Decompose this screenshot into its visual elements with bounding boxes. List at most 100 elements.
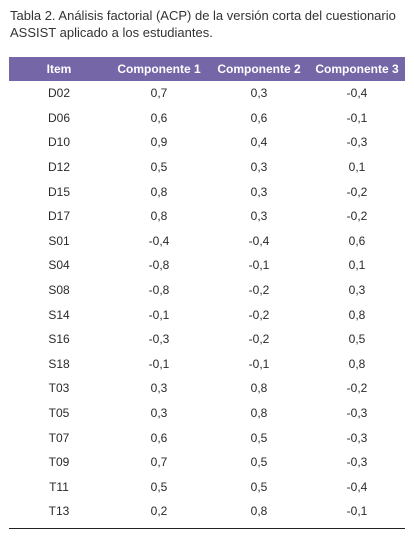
component-2-cell: 0,3 bbox=[250, 86, 268, 101]
component-2-cell: 0,4 bbox=[250, 135, 268, 150]
component-1-cell: 0,8 bbox=[150, 209, 168, 224]
component-3-cell: 0,1 bbox=[348, 160, 366, 175]
table-body: D02 0,7 0,3 -0,4 D06 0,6 0,6 -0,1 D10 0,9 0,4 -0,3 D… bbox=[9, 81, 405, 524]
table-caption: Tabla 2. Análisis factorial (ACP) de la … bbox=[10, 8, 396, 40]
component-2-cell: 0,5 bbox=[250, 455, 268, 470]
item-cell: S04 bbox=[48, 258, 70, 273]
table-row: S16 -0,3 -0,2 0,5 bbox=[9, 327, 405, 352]
item-cell: D17 bbox=[47, 209, 70, 224]
component-1-cell: -0,8 bbox=[148, 283, 170, 298]
component-1-cell: -0,1 bbox=[148, 356, 170, 371]
component-2-cell: -0,4 bbox=[248, 233, 270, 248]
item-cell: S16 bbox=[48, 332, 70, 347]
column-header-item: Item bbox=[46, 62, 72, 76]
component-3-cell: -0,3 bbox=[346, 406, 368, 421]
component-2-cell: -0,1 bbox=[248, 258, 270, 273]
table-row: D10 0,9 0,4 -0,3 bbox=[9, 130, 405, 155]
component-1-cell: 0,7 bbox=[150, 86, 168, 101]
table-row: S08 -0,8 -0,2 0,3 bbox=[9, 278, 405, 303]
item-cell: D02 bbox=[47, 86, 70, 101]
table-row: S18 -0,1 -0,1 0,8 bbox=[9, 352, 405, 377]
table-row: T09 0,7 0,5 -0,3 bbox=[9, 450, 405, 475]
component-2-cell: -0,2 bbox=[248, 307, 270, 322]
component-1-cell: 0,5 bbox=[150, 479, 168, 494]
component-2-cell: 0,5 bbox=[250, 430, 268, 445]
item-cell: T07 bbox=[48, 430, 70, 445]
item-cell: T11 bbox=[49, 479, 69, 494]
component-3-cell: 0,6 bbox=[348, 233, 366, 248]
column-header-component-1: Componente 1 bbox=[117, 62, 201, 76]
component-3-cell: -0,2 bbox=[346, 381, 368, 396]
item-cell: S14 bbox=[48, 307, 70, 322]
table-row: T05 0,3 0,8 -0,3 bbox=[9, 401, 405, 426]
component-2-cell: 0,3 bbox=[250, 160, 268, 175]
component-2-cell: 0,8 bbox=[250, 381, 268, 396]
column-header-component-3: Componente 3 bbox=[315, 62, 399, 76]
item-cell: T05 bbox=[48, 406, 70, 421]
component-3-cell: 0,8 bbox=[348, 307, 366, 322]
component-3-cell: -0,3 bbox=[346, 430, 368, 445]
table-row: T13 0,2 0,8 -0,1 bbox=[9, 499, 405, 524]
component-2-cell: 0,8 bbox=[250, 504, 268, 519]
component-2-cell: -0,2 bbox=[248, 332, 270, 347]
item-cell: S08 bbox=[48, 283, 70, 298]
component-3-cell: -0,2 bbox=[346, 184, 368, 199]
component-1-cell: 0,7 bbox=[150, 455, 168, 470]
table-header-row: Item Componente 1 Componente 2 Component… bbox=[9, 57, 405, 81]
component-2-cell: 0,3 bbox=[250, 209, 268, 224]
item-cell: D10 bbox=[47, 135, 70, 150]
component-1-cell: 0,3 bbox=[150, 381, 168, 396]
component-1-cell: -0,4 bbox=[148, 233, 170, 248]
item-cell: D15 bbox=[47, 184, 70, 199]
component-1-cell: -0,1 bbox=[148, 307, 170, 322]
table-row: S14 -0,1 -0,2 0,8 bbox=[9, 302, 405, 327]
component-3-cell: 0,5 bbox=[348, 332, 366, 347]
component-3-cell: -0,1 bbox=[346, 110, 368, 125]
item-cell: D06 bbox=[47, 110, 70, 125]
component-3-cell: -0,2 bbox=[346, 209, 368, 224]
component-1-cell: 0,6 bbox=[150, 110, 168, 125]
component-1-cell: 0,3 bbox=[150, 406, 168, 421]
component-2-cell: 0,8 bbox=[250, 406, 268, 421]
component-1-cell: 0,5 bbox=[150, 160, 168, 175]
component-2-cell: 0,6 bbox=[250, 110, 268, 125]
component-3-cell: 0,8 bbox=[348, 356, 366, 371]
component-1-cell: -0,8 bbox=[148, 258, 170, 273]
component-1-cell: 0,9 bbox=[150, 135, 168, 150]
component-1-cell: 0,2 bbox=[150, 504, 168, 519]
component-2-cell: 0,3 bbox=[250, 184, 268, 199]
component-3-cell: -0,3 bbox=[346, 135, 368, 150]
component-3-cell: -0,1 bbox=[346, 504, 368, 519]
table-row: D02 0,7 0,3 -0,4 bbox=[9, 81, 405, 106]
table-row: D17 0,8 0,3 -0,2 bbox=[9, 204, 405, 229]
component-1-cell: -0,3 bbox=[148, 332, 170, 347]
component-3-cell: 0,1 bbox=[348, 258, 366, 273]
component-1-cell: 0,8 bbox=[150, 184, 168, 199]
item-cell: D12 bbox=[47, 160, 70, 175]
component-3-cell: -0,3 bbox=[346, 455, 368, 470]
table-row: T11 0,5 0,5 -0,4 bbox=[9, 475, 405, 500]
column-header-component-2: Componente 2 bbox=[217, 62, 301, 76]
component-2-cell: -0,2 bbox=[248, 283, 270, 298]
component-3-cell: -0,4 bbox=[346, 86, 368, 101]
component-2-cell: -0,1 bbox=[248, 356, 270, 371]
table-bottom-rule bbox=[9, 528, 405, 529]
component-1-cell: 0,6 bbox=[150, 430, 168, 445]
item-cell: T03 bbox=[48, 381, 70, 396]
item-cell: S18 bbox=[48, 356, 70, 371]
factor-analysis-table: Item Componente 1 Componente 2 Component… bbox=[9, 57, 405, 524]
component-2-cell: 0,5 bbox=[250, 479, 268, 494]
table-row: D15 0,8 0,3 -0,2 bbox=[9, 179, 405, 204]
table-row: S01 -0,4 -0,4 0,6 bbox=[9, 229, 405, 254]
item-cell: T13 bbox=[48, 504, 70, 519]
table-row: S04 -0,8 -0,1 0,1 bbox=[9, 253, 405, 278]
table-row: D12 0,5 0,3 0,1 bbox=[9, 155, 405, 180]
component-3-cell: -0,4 bbox=[346, 479, 368, 494]
table-row: T07 0,6 0,5 -0,3 bbox=[9, 425, 405, 450]
table-row: D06 0,6 0,6 -0,1 bbox=[9, 106, 405, 131]
component-3-cell: 0,3 bbox=[348, 283, 366, 298]
table-row: T03 0,3 0,8 -0,2 bbox=[9, 376, 405, 401]
item-cell: S01 bbox=[48, 233, 70, 248]
item-cell: T09 bbox=[48, 455, 70, 470]
